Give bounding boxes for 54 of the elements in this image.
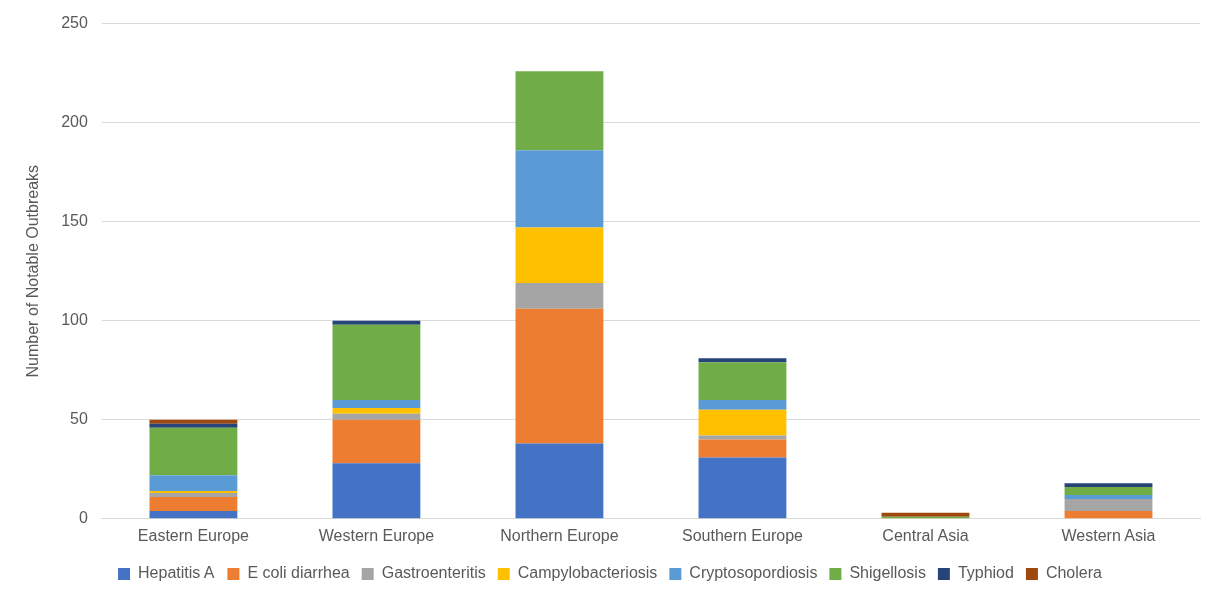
y-tick-label: 100 <box>61 311 88 329</box>
bar <box>332 399 421 408</box>
bar <box>149 497 238 511</box>
bar <box>1064 498 1153 511</box>
x-tick-label: Southern Europe <box>681 526 804 544</box>
legend-label: Gastroenteritis <box>381 564 486 582</box>
bar <box>332 324 421 400</box>
bar <box>149 510 238 519</box>
x-tick-label: Western Europe <box>318 526 435 544</box>
y-tick-label: 0 <box>78 509 88 527</box>
bar <box>149 475 238 492</box>
bar <box>698 435 787 440</box>
bar <box>698 409 787 436</box>
bar <box>332 463 421 519</box>
bar <box>698 399 787 410</box>
legend-label: Cryptosopordiosis <box>689 564 818 582</box>
legend-label: Cholera <box>1045 564 1103 582</box>
bar <box>1064 487 1153 496</box>
bar <box>332 419 421 464</box>
y-axis-title: Number of Notable Outbreaks <box>24 164 42 378</box>
legend-label: E coli diarrhea <box>247 564 350 582</box>
bar <box>698 457 787 519</box>
bar <box>515 283 604 309</box>
x-tick-label: Eastern Europe <box>137 526 250 544</box>
bar <box>515 71 604 151</box>
bar <box>698 439 787 458</box>
bar <box>332 320 421 325</box>
bar <box>515 308 604 444</box>
legend-label: Typhiod <box>957 564 1014 582</box>
legend-label: Campylobacteriosis <box>517 564 658 582</box>
legend-label: Hepatitis A <box>138 564 215 582</box>
bar <box>1064 483 1153 488</box>
bar <box>149 427 238 476</box>
bar <box>149 493 238 498</box>
bar <box>149 419 238 424</box>
y-tick-label: 250 <box>61 14 88 32</box>
bar <box>1064 510 1153 519</box>
bar <box>515 443 604 519</box>
x-tick-label: Western Asia <box>1061 526 1156 544</box>
legend-label: Shigellosis <box>849 564 926 582</box>
x-tick-label: Northern Europe <box>500 526 619 544</box>
bar <box>515 150 604 228</box>
bar <box>698 358 787 363</box>
bar <box>515 227 604 284</box>
x-tick-label: Central Asia <box>882 526 969 544</box>
y-tick-label: 200 <box>61 113 88 131</box>
bar <box>332 407 421 414</box>
bar <box>881 512 970 517</box>
bar <box>332 413 421 420</box>
y-tick-label: 50 <box>70 410 88 428</box>
y-tick-label: 150 <box>61 212 88 230</box>
bar <box>698 362 787 400</box>
bar <box>149 423 238 428</box>
bar <box>1064 495 1153 499</box>
